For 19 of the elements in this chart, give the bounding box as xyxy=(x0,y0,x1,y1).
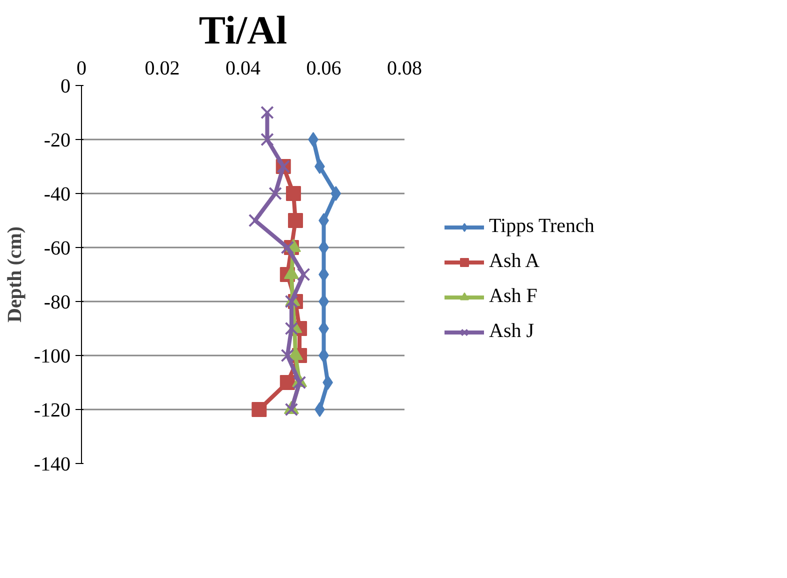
y-tick-label: 0 xyxy=(60,76,70,98)
y-tick-label: -40 xyxy=(44,184,71,206)
x-tick-label: 0.06 xyxy=(306,58,342,80)
y-tick-label: -140 xyxy=(34,454,71,476)
y-axis-title: Depth (cm) xyxy=(4,226,26,323)
x-tick-label: 0.02 xyxy=(144,58,180,80)
legend-label: Ash J xyxy=(489,320,534,343)
y-tick-label: -60 xyxy=(44,238,71,260)
chart-title: Ti/Al xyxy=(198,8,288,52)
x-tick-label: 0 xyxy=(76,58,86,80)
y-tick-label: -80 xyxy=(44,292,71,314)
legend-label: Ash A xyxy=(489,250,540,273)
y-tick-label: -120 xyxy=(34,400,71,422)
x-tick-label: 0.04 xyxy=(226,58,260,80)
y-tick-label: -100 xyxy=(34,346,71,368)
legend-label: Tipps Trench xyxy=(489,215,594,238)
x-tick-label: 0.08 xyxy=(387,58,422,80)
legend-label: Ash F xyxy=(489,285,538,308)
y-tick-label: -20 xyxy=(44,130,71,152)
